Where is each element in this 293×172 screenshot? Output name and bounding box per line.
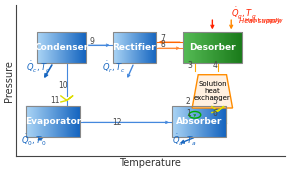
- Text: $\dot{Q}_c, T_c$: $\dot{Q}_c, T_c$: [26, 60, 51, 75]
- Text: 10: 10: [58, 80, 68, 90]
- Text: 11: 11: [50, 96, 59, 105]
- Text: Desorber: Desorber: [189, 43, 236, 52]
- Text: Heat supply: Heat supply: [245, 18, 282, 23]
- Text: 8: 8: [160, 40, 165, 50]
- Text: Solution
heat
exchanger: Solution heat exchanger: [194, 81, 231, 101]
- Text: Heat supply: Heat supply: [239, 18, 281, 24]
- Text: 3: 3: [187, 61, 192, 70]
- Text: 12: 12: [112, 118, 121, 127]
- Bar: [172, 106, 226, 137]
- Text: 4: 4: [213, 61, 217, 70]
- Text: 2: 2: [186, 97, 190, 106]
- Bar: [183, 32, 242, 63]
- Text: 7: 7: [160, 34, 165, 43]
- Bar: [113, 32, 156, 63]
- Text: 5: 5: [213, 97, 217, 106]
- Bar: [37, 32, 86, 63]
- Text: Evaporator: Evaporator: [25, 117, 81, 126]
- Bar: [26, 106, 80, 137]
- Text: $\dot{Q}_0, T_0$: $\dot{Q}_0, T_0$: [21, 132, 46, 148]
- Text: Condenser: Condenser: [34, 43, 88, 52]
- Polygon shape: [192, 75, 233, 108]
- Y-axis label: Pressure: Pressure: [4, 60, 14, 102]
- Text: 9: 9: [90, 37, 95, 46]
- Text: $\dot{Q}_r, T_c$: $\dot{Q}_r, T_c$: [102, 60, 126, 75]
- Text: Rectifier: Rectifier: [112, 43, 156, 52]
- Text: $\dot{Q}_g, T_g$: $\dot{Q}_g, T_g$: [231, 6, 257, 22]
- Text: $\dot{Q}_a, T_a$: $\dot{Q}_a, T_a$: [172, 132, 197, 148]
- Text: 6: 6: [213, 109, 217, 118]
- Text: 1: 1: [186, 109, 190, 118]
- X-axis label: Temperature: Temperature: [120, 158, 181, 168]
- Text: Absorber: Absorber: [176, 117, 222, 126]
